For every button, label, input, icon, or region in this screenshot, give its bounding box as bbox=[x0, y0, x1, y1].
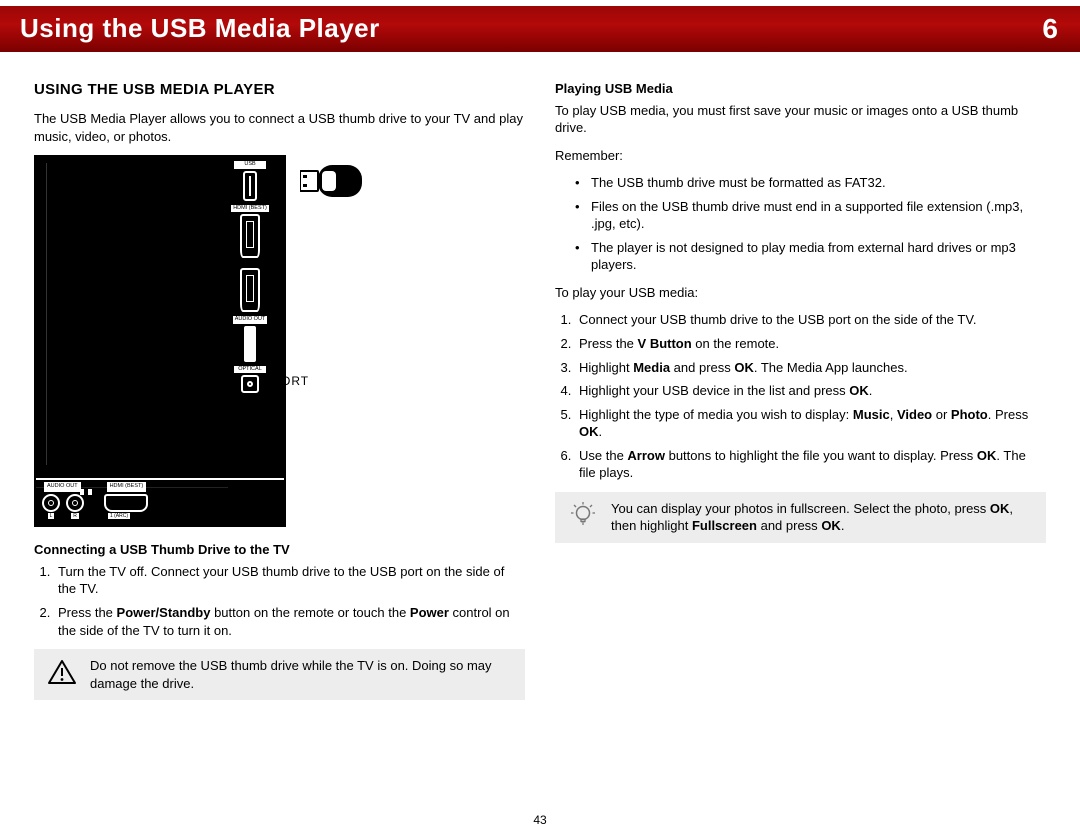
section-title: USING THE USB MEDIA PLAYER bbox=[34, 80, 525, 100]
hdmi-port-2-icon bbox=[240, 268, 260, 312]
audio-right-label: R bbox=[71, 513, 79, 520]
remember-bullet: The player is not designed to play media… bbox=[575, 239, 1046, 274]
usb-thumb-drive-icon bbox=[300, 161, 364, 201]
port-label-audio: AUDIO OUT bbox=[233, 316, 268, 324]
remember-bullet: The USB thumb drive must be formatted as… bbox=[575, 174, 1046, 192]
tip-callout: You can display your photos in fullscree… bbox=[555, 492, 1046, 543]
tv-port-figure: USB HDMI (BEST) AUDIO OUT OPTICAL AUDIO … bbox=[34, 155, 525, 527]
play-intro: To play your USB media: bbox=[555, 284, 1046, 302]
hdmi-arc-label: 1 (ARC) bbox=[108, 513, 130, 520]
port-label-usb: USB bbox=[234, 161, 266, 169]
optical-port-icon bbox=[241, 375, 259, 393]
port-label-hdmi: HDMI (BEST) bbox=[231, 205, 269, 213]
right-column: Playing USB Media To play USB media, you… bbox=[555, 80, 1046, 700]
thumb-drive-with-caption: USB PORT bbox=[300, 155, 364, 389]
remember-bullet: Files on the USB thumb drive must end in… bbox=[575, 198, 1046, 233]
page-number: 43 bbox=[0, 812, 1080, 828]
playing-intro: To play USB media, you must first save y… bbox=[555, 102, 1046, 137]
tip-text: You can display your photos in fullscree… bbox=[611, 500, 1034, 535]
lightbulb-icon bbox=[567, 500, 599, 528]
warning-icon bbox=[46, 657, 78, 683]
connecting-step: Press the Power/Standby button on the re… bbox=[54, 604, 525, 639]
play-step: Use the Arrow buttons to highlight the f… bbox=[575, 447, 1046, 482]
bottom-hdmi-port-icon bbox=[104, 494, 148, 512]
play-steps: Connect your USB thumb drive to the USB … bbox=[555, 311, 1046, 481]
usb-port-icon bbox=[243, 171, 257, 201]
play-step: Connect your USB thumb drive to the USB … bbox=[575, 311, 1046, 329]
play-step: Highlight the type of media you wish to … bbox=[575, 406, 1046, 441]
warning-callout: Do not remove the USB thumb drive while … bbox=[34, 649, 525, 700]
play-step: Press the V Button on the remote. bbox=[575, 335, 1046, 353]
bottom-hdmi-label: HDMI (BEST) bbox=[107, 482, 147, 491]
chapter-number: 6 bbox=[1042, 10, 1058, 48]
bottom-audio-label: AUDIO OUT bbox=[44, 482, 81, 491]
chapter-header: Using the USB Media Player 6 bbox=[0, 6, 1080, 52]
connecting-subhead: Connecting a USB Thumb Drive to the TV bbox=[34, 541, 525, 559]
tv-panel-illustration: USB HDMI (BEST) AUDIO OUT OPTICAL AUDIO … bbox=[34, 155, 286, 527]
port-label-optical: OPTICAL bbox=[234, 366, 266, 374]
page-content: USING THE USB MEDIA PLAYER The USB Media… bbox=[0, 52, 1080, 700]
connecting-steps: Turn the TV off. Connect your USB thumb … bbox=[34, 563, 525, 639]
remember-label: Remember: bbox=[555, 147, 1046, 165]
warning-text: Do not remove the USB thumb drive while … bbox=[90, 657, 513, 692]
audio-right-jack-icon bbox=[66, 494, 84, 512]
chapter-title: Using the USB Media Player bbox=[20, 11, 380, 46]
remember-bullets: The USB thumb drive must be formatted as… bbox=[555, 174, 1046, 274]
audio-left-jack-icon bbox=[42, 494, 60, 512]
connecting-step: Turn the TV off. Connect your USB thumb … bbox=[54, 563, 525, 598]
play-step: Highlight your USB device in the list an… bbox=[575, 382, 1046, 400]
audio-out-port-icon bbox=[244, 326, 256, 362]
intro-paragraph: The USB Media Player allows you to conne… bbox=[34, 110, 525, 145]
playing-subhead: Playing USB Media bbox=[555, 80, 1046, 98]
hdmi-port-icon bbox=[240, 214, 260, 258]
audio-left-label: L bbox=[48, 513, 55, 520]
play-step: Highlight Media and press OK. The Media … bbox=[575, 359, 1046, 377]
left-column: USING THE USB MEDIA PLAYER The USB Media… bbox=[34, 80, 525, 700]
